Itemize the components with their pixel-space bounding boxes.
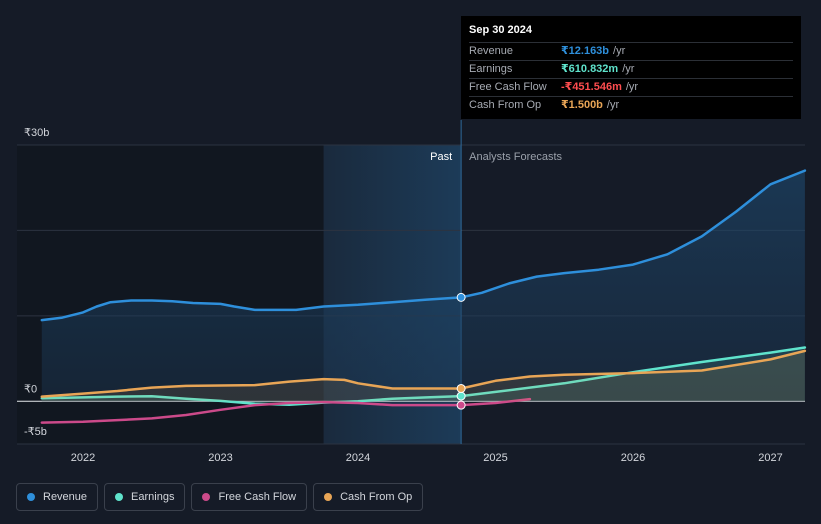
tooltip-unit: /yr xyxy=(606,99,620,111)
x-tick-label: 2025 xyxy=(483,452,507,464)
series-line-cash-from-op xyxy=(40,349,807,398)
tooltip-date: Sep 30 2024 xyxy=(469,24,532,36)
tooltip-row-earnings: Earnings ₹610.832m /yr xyxy=(469,60,793,78)
revenue-dot-icon xyxy=(27,493,35,501)
x-tick-label: 2024 xyxy=(346,452,370,464)
marker-free-cash-flow xyxy=(456,400,466,410)
x-tick-label: 2023 xyxy=(208,452,232,464)
chart-legend: Revenue Earnings Free Cash Flow Cash Fro… xyxy=(16,483,424,511)
x-tick-label: 2026 xyxy=(621,452,645,464)
legend-label: Cash From Op xyxy=(340,491,413,503)
marker-cash-from-op xyxy=(456,383,466,393)
series-area-revenue xyxy=(41,170,805,402)
tooltip-value: ₹1.500b xyxy=(561,99,603,111)
tooltip-value: ₹12.163b xyxy=(561,45,610,57)
tooltip-label: Free Cash Flow xyxy=(469,81,547,93)
tooltip-unit: /yr xyxy=(613,45,626,57)
y-tick-label: ₹0 xyxy=(24,383,37,395)
tooltip-label: Revenue xyxy=(469,45,514,57)
y-tick-label: ₹30b xyxy=(24,127,49,139)
series-line-free-cash-flow xyxy=(40,397,532,424)
legend-item-free-cash-flow[interactable]: Free Cash Flow xyxy=(191,483,308,511)
y-tick-label: -₹5b xyxy=(24,426,47,438)
legend-label: Free Cash Flow xyxy=(218,491,297,503)
series-area-cash-from-op xyxy=(41,350,805,402)
past-label: Past xyxy=(430,151,452,163)
legend-item-earnings[interactable]: Earnings xyxy=(104,483,186,511)
x-tick-label: 2027 xyxy=(758,452,782,464)
forecast-label: Analysts Forecasts xyxy=(469,151,562,163)
tooltip-value: -₹451.546m xyxy=(561,81,622,93)
tooltip-unit: /yr xyxy=(622,63,635,75)
marker-revenue xyxy=(456,292,466,302)
series-area-earnings xyxy=(41,347,805,405)
tooltip-row-free-cash-flow: Free Cash Flow -₹451.546m /yr xyxy=(469,78,793,96)
tooltip-unit: /yr xyxy=(625,81,639,93)
legend-item-revenue[interactable]: Revenue xyxy=(16,483,99,511)
marker-earnings xyxy=(456,391,466,401)
series-line-revenue xyxy=(40,169,807,322)
earnings-dot-icon xyxy=(115,493,124,501)
data-tooltip: Sep 30 2024 Revenue ₹12.163b /yr Earning… xyxy=(461,16,801,119)
legend-item-cash-from-op[interactable]: Cash From Op xyxy=(313,483,424,511)
x-tick-label: 2022 xyxy=(71,452,95,464)
tooltip-label: Earnings xyxy=(469,63,513,75)
tooltip-row-revenue: Revenue ₹12.163b /yr xyxy=(469,42,793,60)
free-cash-flow-dot-icon xyxy=(202,493,211,501)
cash-from-op-dot-icon xyxy=(324,493,333,501)
legend-label: Earnings xyxy=(131,491,175,503)
legend-label: Revenue xyxy=(43,491,88,503)
tooltip-label: Cash From Op xyxy=(469,99,542,111)
tooltip-value: ₹610.832m xyxy=(561,63,619,75)
tooltip-row-cash-from-op: Cash From Op ₹1.500b /yr xyxy=(469,96,793,114)
